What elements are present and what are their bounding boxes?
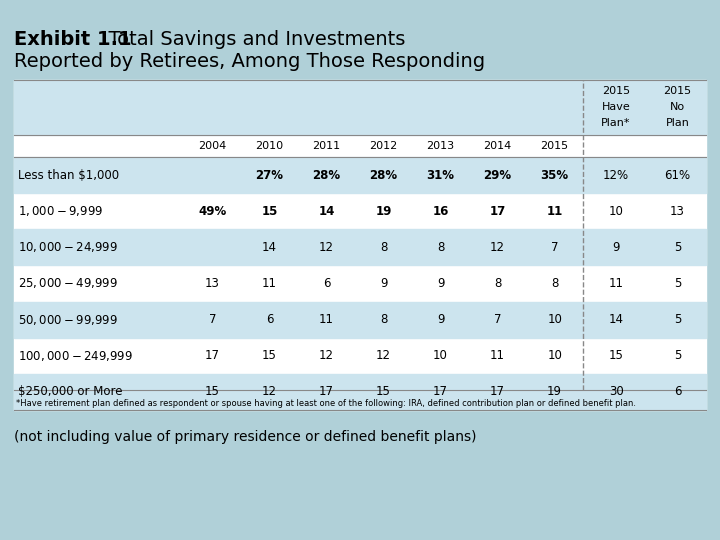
Text: $100,000-$249,999: $100,000-$249,999 [18, 349, 133, 363]
Text: 2014: 2014 [484, 141, 512, 151]
Text: 12: 12 [262, 386, 277, 399]
Text: 15: 15 [261, 205, 278, 218]
Text: 17: 17 [319, 386, 334, 399]
Text: 8: 8 [380, 241, 387, 254]
Text: 13: 13 [205, 277, 220, 290]
Text: 27%: 27% [256, 168, 284, 181]
Bar [14, 301, 706, 338]
Text: Less than $1,000: Less than $1,000 [18, 168, 119, 181]
Text: 10: 10 [608, 205, 624, 218]
Text: 10: 10 [547, 313, 562, 326]
Text: 17: 17 [490, 205, 505, 218]
Bar [14, 230, 706, 266]
Text: 7: 7 [209, 313, 216, 326]
Text: 6: 6 [266, 313, 274, 326]
Text: 15: 15 [608, 349, 624, 362]
Text: 12%: 12% [603, 168, 629, 181]
Text: $10,000-$24,999: $10,000-$24,999 [18, 240, 118, 254]
Text: 2013: 2013 [426, 141, 454, 151]
Text: *Have retirement plan defined as respondent or spouse having at least one of the: *Have retirement plan defined as respond… [16, 399, 636, 408]
Text: 13: 13 [670, 205, 685, 218]
Text: 15: 15 [262, 349, 277, 362]
Text: 11: 11 [608, 277, 624, 290]
Text: $1,000-$9,999: $1,000-$9,999 [18, 204, 103, 218]
Bar [14, 80, 706, 410]
Text: $25,000-$49,999: $25,000-$49,999 [18, 276, 118, 291]
Text: 15: 15 [376, 386, 391, 399]
Text: 8: 8 [551, 277, 558, 290]
Text: 2015: 2015 [602, 86, 630, 97]
Text: 17: 17 [490, 386, 505, 399]
Text: 35%: 35% [541, 168, 569, 181]
Text: Total Savings and Investments: Total Savings and Investments [96, 30, 405, 49]
Text: 7: 7 [551, 241, 559, 254]
Text: 15: 15 [205, 386, 220, 399]
Text: 14: 14 [318, 205, 335, 218]
Text: 5: 5 [674, 277, 681, 290]
Text: 8: 8 [380, 313, 387, 326]
Text: Plan: Plan [665, 118, 690, 129]
Text: 11: 11 [262, 277, 277, 290]
Text: 2004: 2004 [199, 141, 227, 151]
Text: 61%: 61% [665, 168, 690, 181]
Text: 28%: 28% [369, 168, 397, 181]
Text: 19: 19 [375, 205, 392, 218]
Bar [14, 80, 706, 135]
Text: 12: 12 [490, 241, 505, 254]
Text: 14: 14 [608, 313, 624, 326]
Text: 9: 9 [437, 277, 444, 290]
Text: 11: 11 [319, 313, 334, 326]
Text: 49%: 49% [199, 205, 227, 218]
Text: 2011: 2011 [312, 141, 341, 151]
Text: 2015: 2015 [663, 86, 691, 97]
Text: $50,000-$99,999: $50,000-$99,999 [18, 313, 118, 327]
Bar [14, 157, 706, 193]
Text: 17: 17 [205, 349, 220, 362]
Text: 12: 12 [319, 241, 334, 254]
Text: 2010: 2010 [256, 141, 284, 151]
Text: 17: 17 [433, 386, 448, 399]
Text: 5: 5 [674, 349, 681, 362]
Text: 8: 8 [437, 241, 444, 254]
Text: 14: 14 [262, 241, 277, 254]
Text: 9: 9 [437, 313, 444, 326]
Text: Exhibit 1.1: Exhibit 1.1 [14, 30, 132, 49]
Text: 9: 9 [612, 241, 620, 254]
Text: 9: 9 [380, 277, 387, 290]
Text: 12: 12 [319, 349, 334, 362]
Text: 5: 5 [674, 241, 681, 254]
Text: 2012: 2012 [369, 141, 397, 151]
Text: 19: 19 [547, 386, 562, 399]
Text: 7: 7 [494, 313, 501, 326]
Text: 11: 11 [490, 349, 505, 362]
Text: 10: 10 [547, 349, 562, 362]
Bar [14, 374, 706, 410]
Text: 6: 6 [323, 277, 330, 290]
Text: 31%: 31% [427, 168, 454, 181]
Text: Plan*: Plan* [601, 118, 631, 129]
Text: 29%: 29% [484, 168, 512, 181]
Text: (not including value of primary residence or defined benefit plans): (not including value of primary residenc… [14, 430, 477, 444]
Text: 10: 10 [433, 349, 448, 362]
Text: 28%: 28% [312, 168, 341, 181]
Text: Have: Have [602, 103, 631, 112]
Text: 30: 30 [608, 386, 624, 399]
Text: 6: 6 [674, 386, 681, 399]
Text: 5: 5 [674, 313, 681, 326]
Text: 16: 16 [433, 205, 449, 218]
Text: 11: 11 [546, 205, 563, 218]
Text: 2015: 2015 [541, 141, 569, 151]
Text: 8: 8 [494, 277, 501, 290]
Text: 12: 12 [376, 349, 391, 362]
Text: $250,000 or More: $250,000 or More [18, 386, 122, 399]
Text: No: No [670, 103, 685, 112]
Text: Reported by Retirees, Among Those Responding: Reported by Retirees, Among Those Respon… [14, 52, 485, 71]
